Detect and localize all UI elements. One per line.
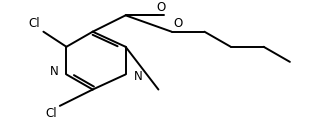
Text: O: O (156, 1, 166, 14)
Text: N: N (50, 65, 58, 78)
Text: O: O (173, 17, 182, 30)
Text: Cl: Cl (28, 17, 40, 30)
Text: Cl: Cl (45, 107, 56, 120)
Text: N: N (134, 71, 143, 83)
